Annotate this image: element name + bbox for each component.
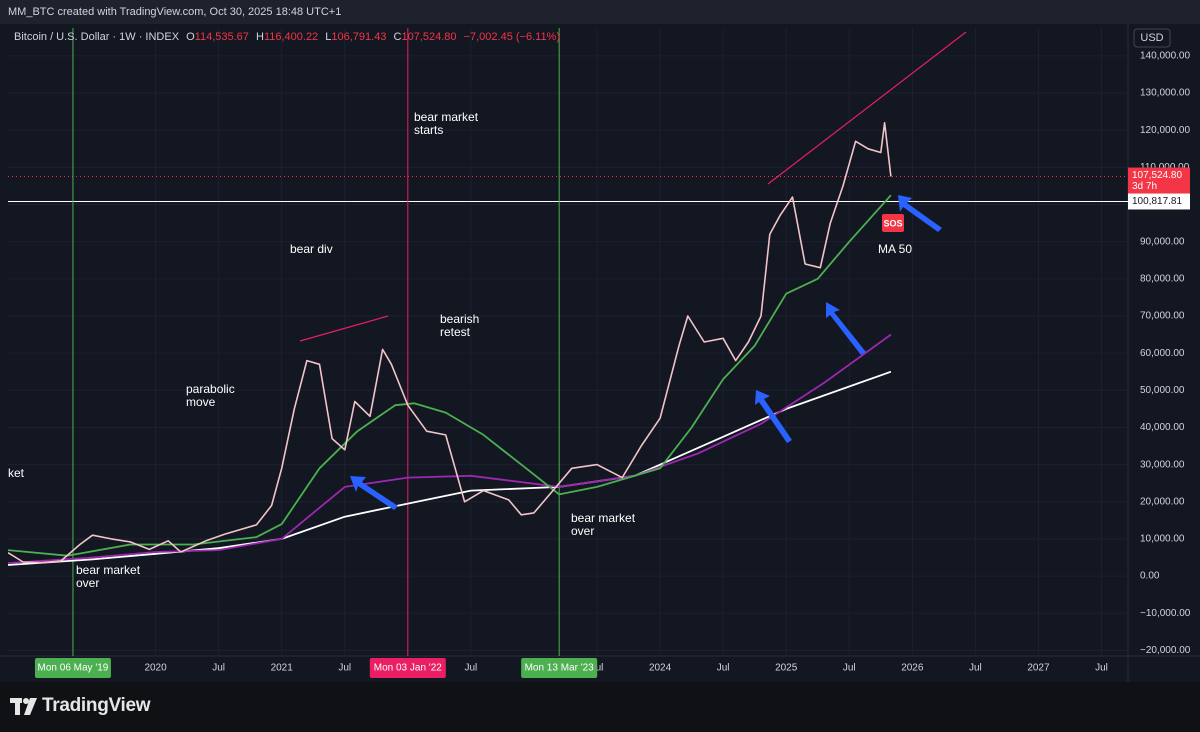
x-tick-label: 2025 <box>775 663 798 674</box>
y-tick-label: 30,000.00 <box>1140 459 1185 470</box>
legend-symbol: Bitcoin / U.S. Dollar · 1W · INDEX <box>14 31 180 43</box>
arrow <box>350 476 398 510</box>
currency[interactable]: USD <box>1140 32 1163 44</box>
series-line <box>8 122 892 564</box>
series-line <box>8 194 892 557</box>
annotation: bear market starts <box>414 111 479 137</box>
legend-label: C <box>394 31 402 43</box>
logo-icon <box>10 698 37 715</box>
countdown-label: 3d 7h <box>1132 181 1157 192</box>
x-tick-label: Jul <box>1095 663 1108 674</box>
header: MM_BTC created with TradingView.com, Oct… <box>0 0 1200 24</box>
legend-value: 107,524.80 <box>401 31 456 43</box>
y-tick-label: 40,000.00 <box>1140 422 1185 433</box>
annotation: bear div <box>290 242 333 256</box>
x-tick-label: 2024 <box>649 663 672 674</box>
y-tick-label: −10,000.00 <box>1140 608 1191 619</box>
x-tick-label: 2020 <box>144 663 167 674</box>
y-tick-label: 120,000.00 <box>1140 125 1190 136</box>
legend-value: 106,791.43 <box>331 31 386 43</box>
x-tick-label: Jul <box>843 663 856 674</box>
level-label: 100,817.81 <box>1132 196 1182 207</box>
marker-badge <box>369 658 446 678</box>
currency-box[interactable] <box>1133 28 1171 48</box>
y-tick-label: 130,000.00 <box>1140 88 1190 99</box>
marker-label: Mon 03 Jan '22 <box>374 663 443 674</box>
y-tick-label: 140,000.00 <box>1140 51 1190 62</box>
legend-value: 114,535.67 <box>195 31 249 43</box>
level-badge <box>1128 193 1190 210</box>
series-line <box>8 370 892 566</box>
y-tick-label: 80,000.00 <box>1140 273 1185 284</box>
chart: ket bear market over parabolic move bear… <box>0 24 1200 682</box>
annotation: MA 50 <box>878 242 912 256</box>
y-tick-label: 90,000.00 <box>1140 236 1185 247</box>
x-tick-label: 2027 <box>1027 663 1050 674</box>
sos-badge <box>882 214 904 232</box>
legend-label: L <box>325 31 331 43</box>
y-tick-label: 0.00 <box>1140 571 1160 582</box>
legend: Bitcoin / U.S. Dollar · 1W · INDEX O114,… <box>14 31 560 43</box>
legend-value: 116,400.22 <box>264 31 318 43</box>
annotation: bear market over <box>571 512 636 538</box>
y-tick-label: 50,000.00 <box>1140 385 1185 396</box>
arrow <box>826 302 866 355</box>
y-tick-label: 70,000.00 <box>1140 311 1185 322</box>
arrow <box>755 390 792 443</box>
x-tick-label: Jul <box>338 663 351 674</box>
last-price-badge <box>1128 167 1190 194</box>
y-tick-label: 10,000.00 <box>1140 534 1185 545</box>
annotation: bearish retest <box>440 313 480 339</box>
annotation: parabolic move <box>186 383 235 409</box>
x-tick-label: Jul <box>969 663 982 674</box>
x-tick-label: Jul <box>212 663 225 674</box>
arrow <box>898 195 942 232</box>
marker-label: Mon 13 Mar '23 <box>525 663 595 674</box>
last-price-label: 107,524.80 <box>1132 170 1182 181</box>
marker-label: Mon 06 May '19 <box>38 663 109 674</box>
brand: TradingView <box>42 695 151 716</box>
legend-label: H <box>256 31 264 43</box>
footer: TradingView <box>0 682 1200 732</box>
x-tick-label: Jul <box>717 663 730 674</box>
sos-label: SOS <box>883 218 902 228</box>
y-tick-label: 60,000.00 <box>1140 348 1185 359</box>
legend-change: −7,002.45 (−6.11%) <box>464 31 560 43</box>
y-tick-label: −20,000.00 <box>1140 645 1191 656</box>
series-line <box>8 333 892 564</box>
x-tick-label: 2026 <box>901 663 924 674</box>
y-tick-label: 20,000.00 <box>1140 496 1185 507</box>
marker-badge <box>521 658 598 678</box>
trend-line <box>767 31 967 185</box>
x-tick-label: Jul <box>464 663 477 674</box>
marker-badge <box>34 658 111 678</box>
x-tick-label: 2021 <box>271 663 294 674</box>
arrows <box>350 195 942 510</box>
annotation: ket <box>8 466 25 480</box>
annotation: bear market over <box>76 564 141 590</box>
trend-line <box>299 315 389 342</box>
y-tick-label: 110,000.00 <box>1140 162 1190 173</box>
legend-label: O <box>186 31 195 43</box>
